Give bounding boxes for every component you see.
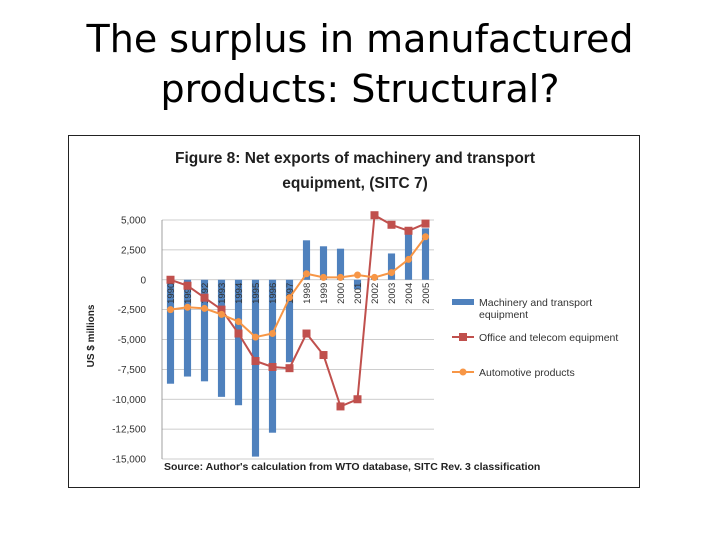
office-telecom-point — [251, 357, 260, 366]
x-tick-label: 1995 — [251, 283, 262, 304]
bar-2003 — [387, 253, 396, 280]
source-note: Source: Author's calculation from WTO da… — [164, 461, 540, 473]
office-telecom-point — [404, 226, 413, 235]
bar-1990 — [166, 279, 175, 384]
y-axis-label: US $ millions — [86, 304, 97, 367]
slide-title-line-1: The surplus in manufactured — [86, 17, 634, 61]
automotive-point — [320, 273, 327, 281]
bar-1995 — [251, 279, 260, 457]
office-telecom-point — [268, 362, 277, 371]
y-tick-label: 2,500 — [121, 245, 146, 256]
office-telecom-point — [302, 329, 311, 338]
office-telecom-point — [217, 305, 226, 314]
plot-area: 5,000 2,500 0 -2,500 -5,000 -7,500 -10,000 -12,… — [112, 211, 434, 466]
bar-1994 — [234, 279, 243, 406]
automotive-point — [235, 318, 242, 326]
legend-swatch-bar — [452, 299, 474, 305]
slide-title-line-2: products: Structural? — [160, 67, 560, 111]
legend-label-line-2: equipment — [479, 309, 528, 321]
bar-2000 — [336, 248, 345, 280]
office-telecom-point — [370, 211, 379, 220]
automotive-point — [405, 255, 412, 263]
bar-1996 — [268, 279, 277, 433]
net-exports-chart: Figure 8: Net exports of machinery and t… — [86, 150, 618, 473]
x-tick-label: 1998 — [302, 283, 313, 304]
bar-1991 — [183, 279, 192, 377]
automotive-point — [422, 233, 429, 241]
automotive-point — [337, 273, 344, 281]
x-tick-label: 1999 — [319, 283, 330, 304]
y-tick-label: 5,000 — [121, 216, 146, 227]
chart-frame: Figure 8: Net exports of machinery and t… — [68, 135, 640, 488]
office-telecom-point — [336, 402, 345, 411]
automotive-point — [218, 310, 225, 318]
bar-1997 — [285, 279, 294, 363]
x-tick-label: 1991 — [183, 283, 194, 304]
series-line-1 — [170, 213, 426, 408]
office-telecom-point — [285, 364, 294, 373]
automotive-point — [252, 333, 259, 341]
chart-title-line-2: equipment, (SITC 7) — [282, 175, 428, 192]
y-tick-label: -7,500 — [118, 365, 147, 376]
automotive-point — [388, 269, 395, 277]
x-tick-label: 1992 — [200, 283, 211, 304]
legend-label: Machinery and transport — [479, 297, 592, 309]
automotive-point — [167, 306, 174, 314]
y-tick-label: -2,500 — [118, 305, 147, 316]
x-tick-label: 2001 — [353, 283, 364, 304]
x-tick-label: 1990 — [166, 283, 177, 304]
bar-1992 — [200, 279, 209, 382]
x-tick-label: 1997 — [285, 283, 296, 304]
y-tick-label: -10,000 — [112, 395, 146, 406]
automotive-point — [184, 303, 191, 311]
bar-1999 — [319, 246, 328, 280]
series-line-2 — [170, 236, 427, 339]
bar-2005 — [421, 228, 430, 280]
slide-title: The surplus in manufactured products: St… — [0, 14, 720, 114]
office-telecom-point — [183, 281, 192, 290]
office-telecom-point — [421, 219, 430, 228]
office-telecom-point — [319, 351, 328, 360]
x-tick-label: 2005 — [421, 283, 432, 304]
bar-1998 — [302, 240, 311, 280]
x-tick-label: 1993 — [217, 283, 228, 304]
automotive-point — [286, 294, 293, 302]
automotive-point — [201, 304, 208, 312]
office-telecom-point — [166, 275, 175, 284]
bar-2004 — [404, 228, 413, 280]
x-tick-label: 1994 — [234, 283, 245, 304]
legend-label: Automotive products — [479, 367, 575, 379]
x-tick-label: 2003 — [387, 283, 398, 304]
y-tick-label: -15,000 — [112, 455, 146, 466]
office-telecom-point — [234, 329, 243, 338]
automotive-point — [371, 273, 378, 281]
office-telecom-point — [387, 220, 396, 229]
bar-1993 — [217, 279, 226, 397]
x-tick-label: 1996 — [268, 283, 279, 304]
y-tick-label: -12,500 — [112, 425, 146, 436]
office-telecom-point — [200, 293, 209, 302]
chart-title-line-1: Figure 8: Net exports of machinery and t… — [175, 150, 535, 167]
legend-swatch-marker — [459, 333, 467, 341]
automotive-point — [269, 330, 276, 338]
y-tick-label: 0 — [140, 275, 146, 286]
x-tick-label: 2002 — [370, 283, 381, 304]
office-telecom-point — [353, 395, 362, 404]
legend-label: Office and telecom equipment — [479, 332, 618, 344]
legend-swatch-marker — [459, 368, 467, 376]
x-tick-label: 2000 — [336, 283, 347, 304]
automotive-point — [354, 271, 361, 279]
automotive-point — [303, 270, 310, 278]
y-tick-label: -5,000 — [118, 335, 147, 346]
bar-2001 — [353, 279, 362, 290]
x-tick-label: 2004 — [404, 283, 415, 304]
